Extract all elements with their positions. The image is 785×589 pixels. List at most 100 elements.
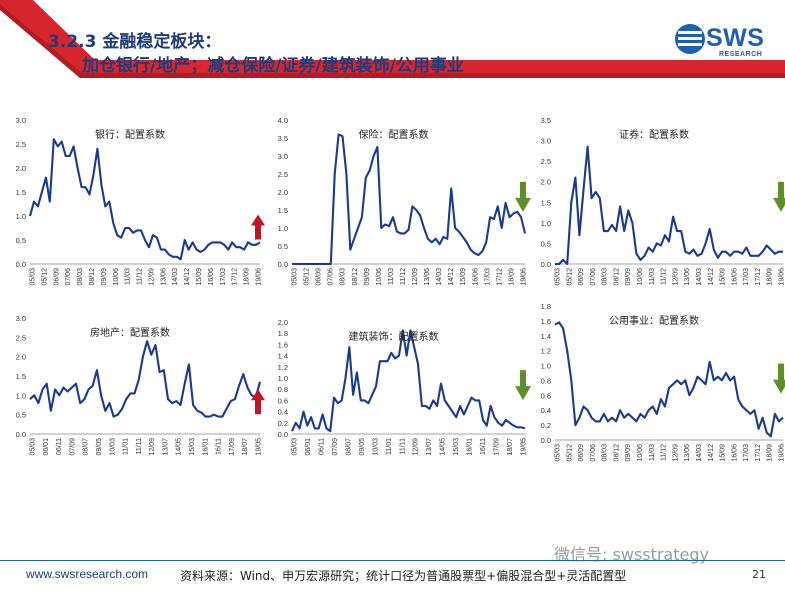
x-tick-label: 15/09 [460,268,467,286]
x-tick-label: 09/05 [359,438,366,456]
y-tick-label: 1.4 [541,332,551,341]
series-line [29,340,262,418]
y-tick-label: 1.0 [278,224,288,233]
x-tick-label: 18/09 [767,444,774,462]
y-tick-label: 1.5 [16,372,26,381]
x-tick-label: 08/03 [77,268,84,286]
y-tick-label: 1.6 [541,317,551,326]
x-tick-label: 08/03 [340,268,347,286]
series-line [555,145,783,266]
x-tick-label: 07/06 [65,268,72,286]
x-tick-label: 12/09 [412,268,419,286]
series-line [292,133,527,266]
sws-logo-icon [675,24,705,54]
y-tick-label: 2.0 [278,318,288,327]
wechat-watermark: 微信号: swsstrategy [554,545,709,564]
x-tick-label: 14/03 [172,268,179,286]
arrow-down-icon [773,181,785,212]
y-tick-label: 0.5 [541,239,551,248]
y-tick-label: 3.5 [541,116,551,125]
y-tick-label: 2.5 [16,333,26,342]
x-tick-label: 11/12 [137,268,144,285]
y-tick-label: 0.0 [541,436,551,445]
x-tick-label: 17/12 [755,444,762,462]
y-tick-label: 0.5 [278,242,288,251]
chart-6: 0.0 0.2 0.4 0.6 0.8 1.0 1.2 1.4 1.6 1.8 05/03 05/12… [541,302,785,462]
x-tick-label: 06/09 [53,268,60,286]
y-tick-label: 3.0 [278,152,288,161]
x-tick-label: 19/06 [779,268,785,286]
y-tick-label: 1.6 [278,340,288,349]
x-tick-label: 15/09 [196,268,203,286]
x-tick-label: 08/12 [613,444,620,462]
series-line [554,321,784,438]
y-tick-label: 0.0 [16,430,26,439]
x-tick-label: 10/06 [113,268,120,286]
x-tick-label: 05/12 [566,268,573,286]
x-tick-label: 13/07 [426,438,433,456]
y-tick-label: 0.6 [278,396,288,405]
x-tick-label: 13/07 [162,438,169,456]
x-tick-label: 05/03 [292,438,299,456]
chart-1: 0.0 0.5 1.0 1.5 2.0 2.5 3.0 05/03 05/12 06/09 07/0… [16,116,265,286]
x-tick-label: 09/05 [96,438,103,456]
chart-5: 0.0 0.2 0.4 0.6 0.8 1.0 1.2 1.4 1.6 1.8 2.0 05/03 06… [278,318,531,456]
x-tick-label: 13/06 [684,444,691,462]
x-tick-label: 10/06 [637,444,644,462]
x-tick-label: 05/03 [30,268,37,286]
arrow-down-icon [773,363,785,394]
x-tick-label: 08/07 [345,438,352,456]
x-tick-label: 12/09 [149,438,156,456]
x-tick-label: 16/01 [202,438,209,456]
footer-source-note: 资料来源：Wind、申万宏源研究；统计口径为普通股票型+偏股混合型+灵活配置型 [180,569,627,583]
x-tick-label: 09/09 [364,268,371,286]
x-tick-label: 11/03 [125,268,132,285]
x-tick-label: 12/09 [148,268,155,286]
chart-3: 0.0 0.5 1.0 1.5 2.0 2.5 3.0 3.5 05/03 05/12 06/09 0… [541,116,785,286]
y-tick-label: 0.4 [541,406,551,415]
x-tick-label: 11/12 [661,444,668,461]
x-tick-label: 11/01 [123,438,130,455]
y-tick-label: 0.0 [278,260,288,269]
x-tick-label: 13/06 [424,268,431,286]
y-tick-label: 3.0 [16,314,26,323]
x-tick-label: 06/11 [56,438,63,455]
x-tick-label: 07/06 [328,268,335,286]
x-tick-label: 14/03 [696,444,703,462]
arrow-down-icon [515,370,531,401]
x-tick-label: 11/03 [649,268,656,285]
x-tick-label: 14/05 [440,438,447,456]
x-tick-label: 14/03 [696,268,703,286]
x-tick-label: 16/11 [216,438,223,455]
x-tick-label: 19/05 [256,438,263,456]
y-tick-label: 3.5 [278,134,288,143]
footer-url-link[interactable]: www.swsresearch.com [26,567,149,581]
title-line-1: 3.2.3 金融稳定板块： [48,32,222,52]
y-tick-label: 1.0 [16,212,26,221]
y-tick-label: 1.2 [278,363,288,372]
x-tick-label: 05/03 [292,268,299,286]
y-tick-label: 0.0 [278,430,288,439]
x-tick-label: 11/03 [649,444,656,461]
x-tick-label: 18/07 [242,438,249,456]
y-tick-label: 2.0 [541,178,551,187]
x-tick-label: 07/06 [590,268,597,286]
x-tick-label: 05/03 [30,438,37,456]
x-tick-label: 17/12 [755,268,762,286]
x-tick-label: 07/09 [69,438,76,456]
x-tick-label: 12/09 [413,438,420,456]
x-tick-label: 05/03 [555,268,562,286]
x-tick-label: 17/03 [220,268,227,286]
arrow-down-icon [515,181,531,212]
chart-title: 房地产：配置系数 [90,326,170,339]
x-tick-label: 09/09 [101,268,108,286]
y-tick-label: 2.0 [16,353,26,362]
x-tick-label: 14/05 [176,438,183,456]
y-tick-label: 2.5 [278,170,288,179]
x-tick-label: 17/12 [232,268,239,286]
x-tick-label: 17/03 [484,268,491,286]
x-tick-label: 19/06 [256,268,263,286]
x-tick-label: 06/09 [578,268,585,286]
x-tick-label: 10/03 [372,438,379,456]
x-tick-label: 16/11 [480,438,487,455]
